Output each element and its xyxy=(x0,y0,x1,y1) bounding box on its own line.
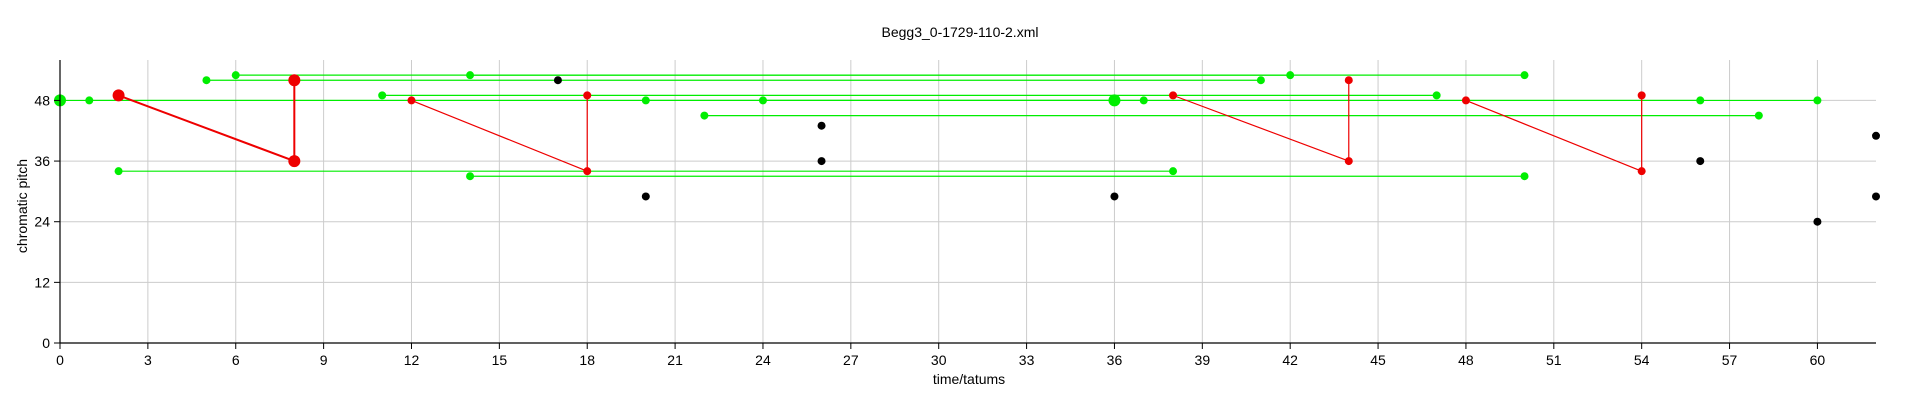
green-note-point xyxy=(1256,76,1265,85)
x-tick-label: 45 xyxy=(1370,352,1386,368)
x-tick-label: 6 xyxy=(232,352,240,368)
y-axis-label: chromatic pitch xyxy=(14,159,30,253)
x-tick-label: 33 xyxy=(1019,352,1035,368)
green-note-point xyxy=(202,76,211,85)
x-tick-label: 21 xyxy=(667,352,683,368)
black-note-point xyxy=(817,157,826,166)
x-tick-label: 48 xyxy=(1458,352,1474,368)
red-note-point xyxy=(1637,167,1646,176)
y-tick-label: 12 xyxy=(34,274,50,290)
x-tick-label: 27 xyxy=(843,352,859,368)
x-tick-label: 36 xyxy=(1107,352,1123,368)
red-note-point xyxy=(1344,157,1353,166)
green-note-point xyxy=(466,71,475,80)
green-note-point xyxy=(1108,94,1121,107)
red-note-point xyxy=(1461,96,1470,105)
x-tick-label: 42 xyxy=(1282,352,1298,368)
x-tick-label: 39 xyxy=(1195,352,1211,368)
green-note-point xyxy=(1286,71,1295,80)
red-note-point xyxy=(583,91,592,100)
green-note-point xyxy=(758,96,767,105)
red-note-point xyxy=(1637,91,1646,100)
x-tick-label: 18 xyxy=(579,352,595,368)
x-axis-label: time/tatums xyxy=(933,371,1005,387)
note-points xyxy=(54,71,1880,226)
red-link-line xyxy=(1172,94,1349,162)
black-note-point xyxy=(1110,192,1119,201)
red-note-point xyxy=(583,167,592,176)
green-note-point xyxy=(1139,96,1148,105)
black-note-point xyxy=(1696,157,1705,166)
black-note-point xyxy=(817,121,826,130)
axes xyxy=(59,60,1876,344)
red-note-point xyxy=(288,155,301,168)
black-note-point xyxy=(641,192,650,201)
red-link-line xyxy=(411,99,588,172)
x-tick-label: 57 xyxy=(1722,352,1738,368)
black-note-point xyxy=(1813,217,1822,226)
red-note-point xyxy=(1169,91,1178,100)
red-note-point xyxy=(112,89,125,102)
chart-title: Begg3_0-1729-110-2.xml xyxy=(882,24,1039,40)
green-note-point xyxy=(231,71,240,80)
grid-lines xyxy=(60,60,1876,343)
red-note-point xyxy=(288,74,301,87)
x-tick-label: 54 xyxy=(1634,352,1650,368)
x-tick-label: 9 xyxy=(320,352,328,368)
note-links xyxy=(60,74,1818,177)
green-note-point xyxy=(1520,71,1529,80)
green-note-point xyxy=(700,111,709,120)
x-tick-label: 12 xyxy=(404,352,420,368)
red-note-point xyxy=(407,96,416,105)
black-note-point xyxy=(1872,131,1880,140)
tick-marks: 0 3 6 9 12 15 18 21 24 27 30 33 36 39 42 45 48 51 54 57 6001… xyxy=(34,92,1825,368)
y-tick-label: 36 xyxy=(34,153,50,169)
red-link-line xyxy=(118,94,295,163)
y-tick-label: 0 xyxy=(42,335,50,351)
x-tick-label: 24 xyxy=(755,352,771,368)
green-note-point xyxy=(1432,91,1441,100)
black-note-point xyxy=(1872,192,1880,201)
green-note-point xyxy=(1169,167,1178,176)
green-note-point xyxy=(1520,172,1529,181)
x-tick-label: 60 xyxy=(1810,352,1826,368)
red-note-point xyxy=(1344,76,1353,85)
green-note-point xyxy=(85,96,94,105)
green-note-point xyxy=(378,91,387,100)
x-tick-label: 30 xyxy=(931,352,947,368)
red-link-line xyxy=(1465,99,1642,172)
green-note-point xyxy=(466,172,475,181)
y-tick-label: 24 xyxy=(34,214,50,230)
green-note-point xyxy=(641,96,650,105)
green-note-point xyxy=(1754,111,1763,120)
green-note-point xyxy=(1813,96,1822,105)
x-tick-label: 15 xyxy=(492,352,508,368)
x-tick-label: 3 xyxy=(144,352,152,368)
green-note-point xyxy=(114,167,123,176)
black-note-point xyxy=(553,76,562,85)
x-tick-label: 0 xyxy=(56,352,64,368)
green-note-point xyxy=(1696,96,1705,105)
x-tick-label: 51 xyxy=(1546,352,1562,368)
y-tick-label: 48 xyxy=(34,92,50,108)
